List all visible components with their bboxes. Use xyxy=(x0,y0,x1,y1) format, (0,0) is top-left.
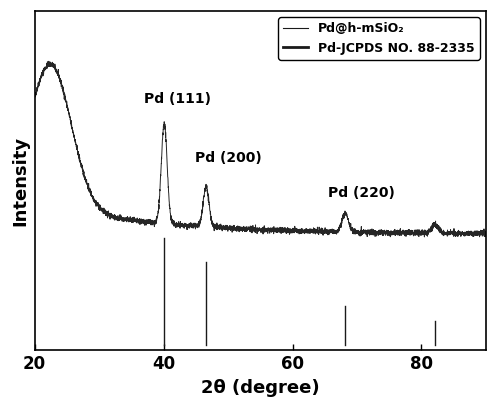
Y-axis label: Intensity: Intensity xyxy=(11,136,29,226)
Text: Pd (200): Pd (200) xyxy=(194,151,261,164)
Text: Pd (220): Pd (220) xyxy=(328,186,395,200)
X-axis label: 2θ (degree): 2θ (degree) xyxy=(201,379,320,397)
Text: Pd (111): Pd (111) xyxy=(144,91,211,106)
Legend: Pd@h-mSiO₂, Pd-JCPDS NO. 88-2335: Pd@h-mSiO₂, Pd-JCPDS NO. 88-2335 xyxy=(278,18,480,60)
